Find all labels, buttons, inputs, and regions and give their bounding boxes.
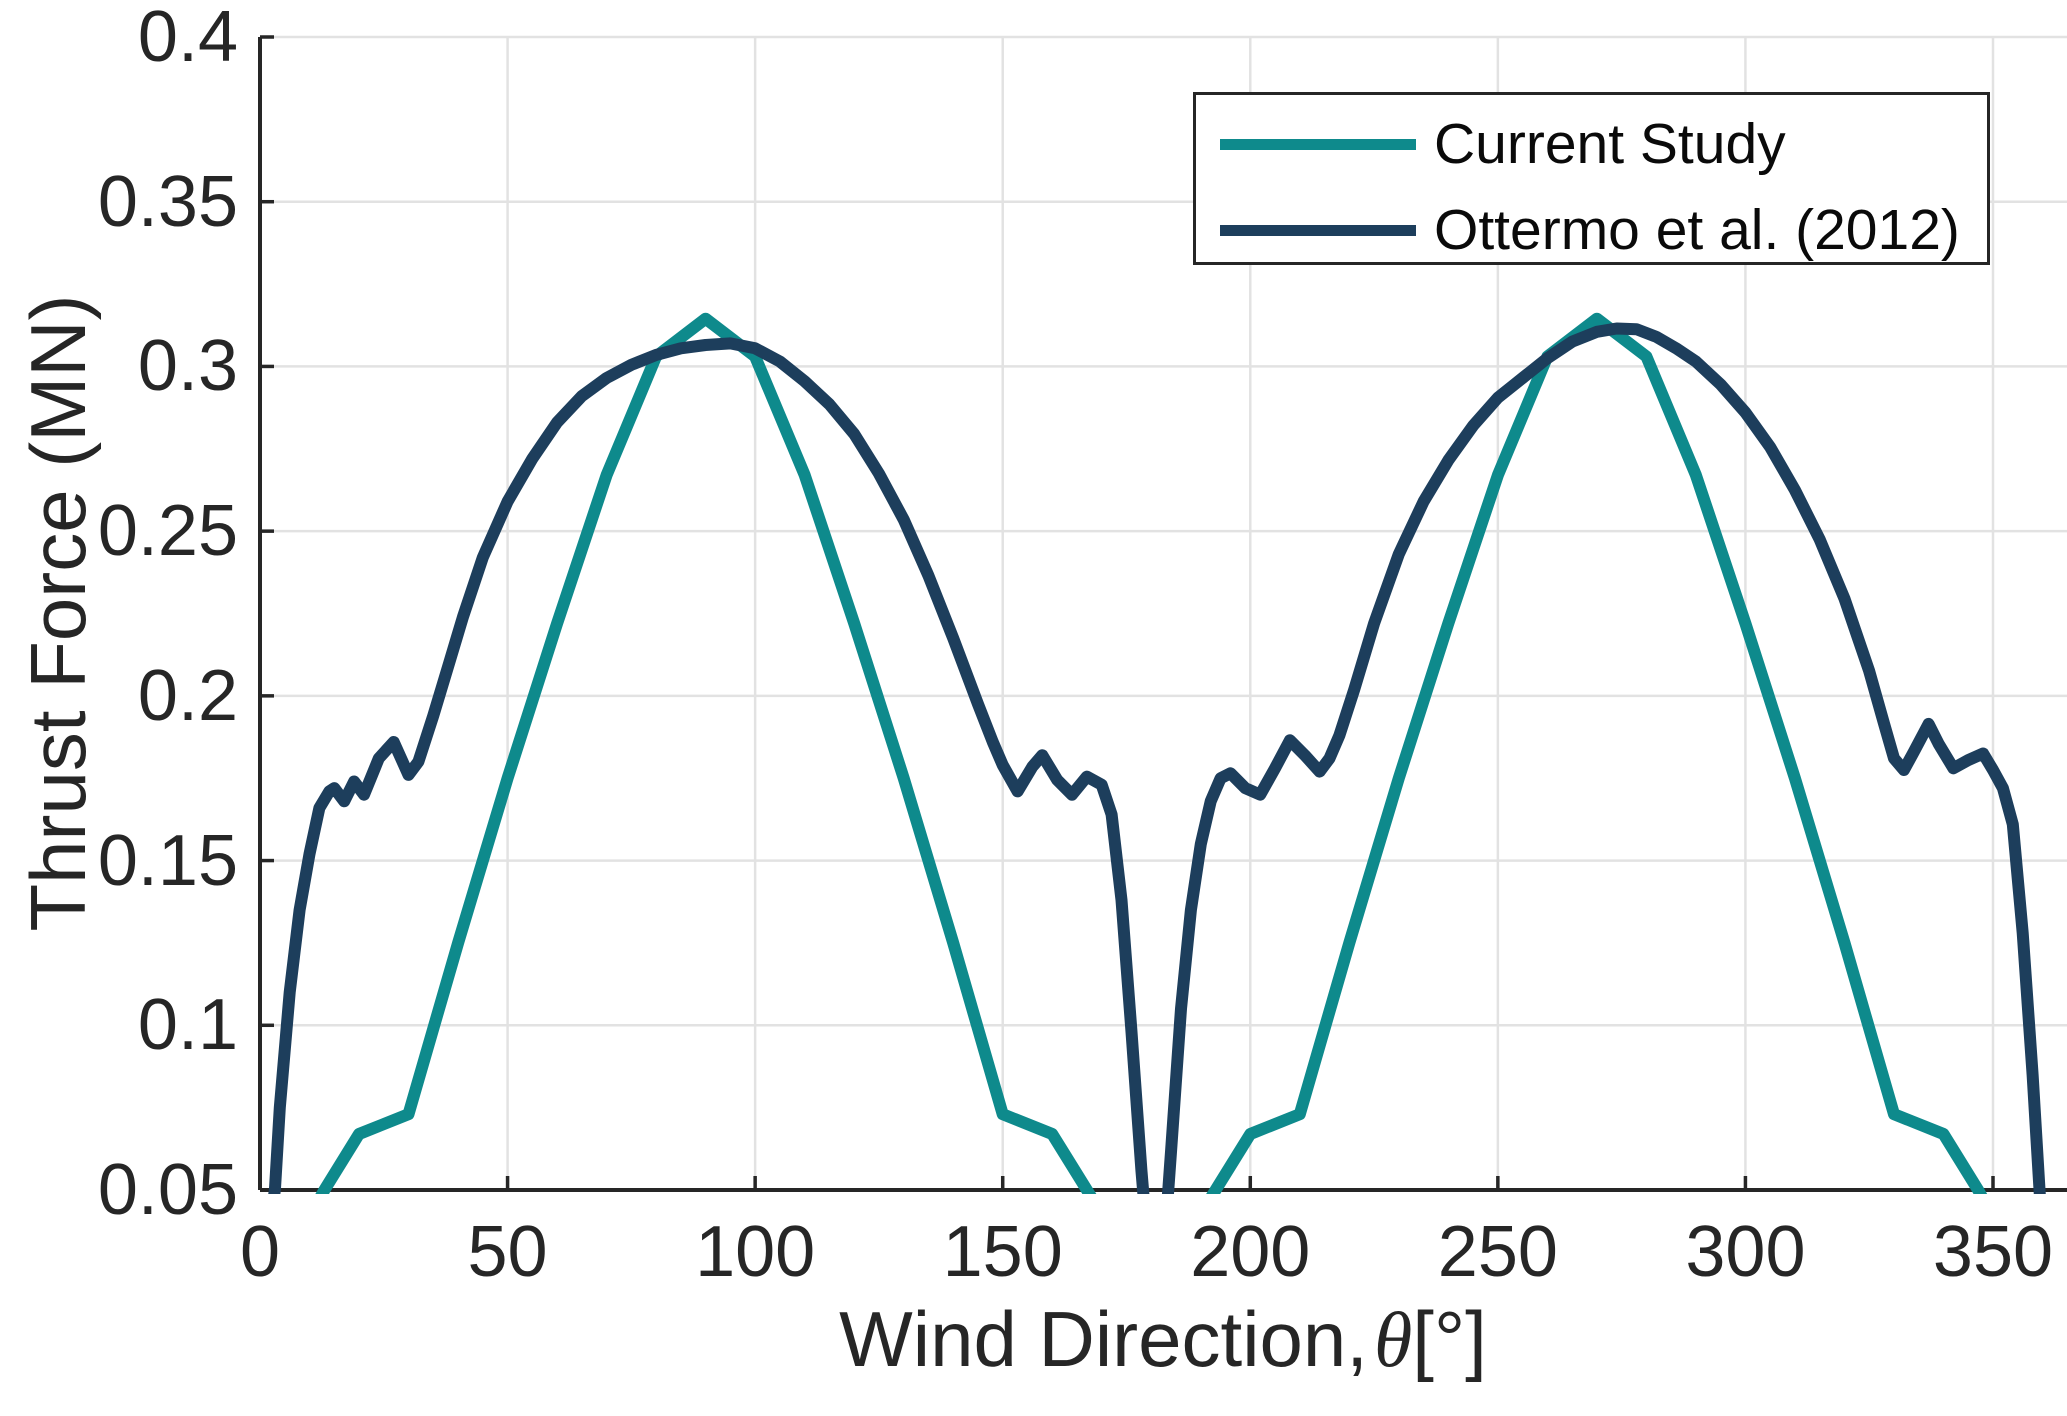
legend-item: Ottermo et al. (2012): [1196, 191, 1987, 269]
x-tick-label: 350: [1932, 1212, 2054, 1292]
x-tick-label: 0: [239, 1212, 281, 1292]
legend-item: Current Study: [1196, 105, 1987, 183]
x-tick-label: 50: [467, 1212, 548, 1292]
y-tick-label: 0.3: [137, 326, 238, 407]
x-axis-title: Wind Direction,θ[°]: [839, 1300, 1487, 1379]
x-tick-label: 150: [942, 1212, 1063, 1292]
y-tick-label: 0.4: [137, 0, 238, 77]
x-tick-label: 100: [695, 1212, 816, 1292]
tick-marks: [258, 35, 1995, 1192]
y-tick-label: 0.1: [137, 985, 238, 1066]
x-axis-title-unit: [°]: [1412, 1295, 1487, 1383]
y-tick-label: 0.15: [97, 820, 238, 901]
legend-item-label: Current Study: [1434, 111, 1786, 176]
x-tick-label: 300: [1685, 1212, 1806, 1292]
y-tick-label: 0.25: [97, 491, 238, 572]
theta-symbol: θ: [1373, 1296, 1413, 1383]
legend: Current Study Ottermo et al. (2012): [1193, 92, 1990, 265]
x-tick-label: 200: [1190, 1212, 1311, 1292]
legend-line-sample: [1220, 138, 1416, 150]
x-tick-label: 250: [1437, 1212, 1558, 1292]
y-tick-label: 0.05: [97, 1150, 238, 1230]
legend-line-sample: [1220, 224, 1416, 236]
y-tick-label: 0.2: [137, 655, 238, 736]
x-axis-title-text: Wind Direction,: [839, 1295, 1368, 1383]
y-tick-label: 0.35: [97, 161, 238, 242]
y-axis-title: Thrust Force (MN): [14, 294, 102, 932]
series-group: [268, 312, 2046, 1194]
legend-item-label: Ottermo et al. (2012): [1434, 197, 1960, 262]
y-axis-title-wrap: Thrust Force (MN): [14, 0, 102, 1226]
series-line-ottermo-et-al-2012: [268, 322, 2046, 1194]
series-line-current-study: [315, 312, 1988, 1194]
